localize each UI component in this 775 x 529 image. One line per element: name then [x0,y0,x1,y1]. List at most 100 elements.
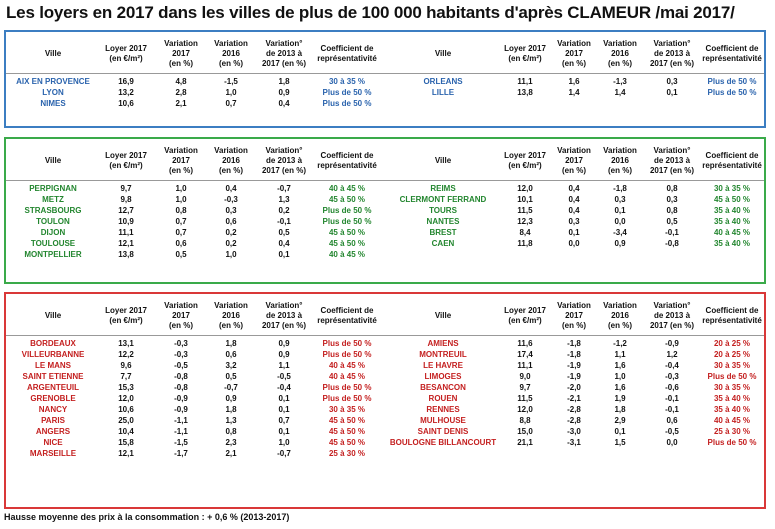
cell-city: NANTES [426,217,460,226]
column-header-var2017: Variation 2017 (en %) [164,39,198,68]
cell-var2016: 1,0 [225,88,237,97]
cell-var2017: 1,0 [175,195,187,204]
cell-rent: 8,4 [519,228,531,237]
cell-var2013-2017: 0,1 [278,427,290,436]
cell-var2013-2017: -0,4 [277,383,291,392]
cell-var2013-2017: 0,9 [278,350,290,359]
cell-var2016: 0,6 [225,350,237,359]
cell-rent: 12,7 [118,206,134,215]
cell-var2016: 0,6 [225,217,237,226]
table-row: RENNES 12,0 -2,8 1,8 -0,1 35 à 40 % [384,404,764,415]
cell-var2016: 2,3 [225,438,237,447]
cell-var2017: -2,8 [567,405,581,414]
table-row: ANGERS 10,4 -1,1 0,8 0,1 45 à 50 % [6,426,384,437]
column-header-coef: Coefficient de représentativité [317,44,377,63]
cell-coef: 30 à 35 % [328,405,366,414]
cell-city: MULHOUSE [420,416,466,425]
cell-rent: 10,9 [118,217,134,226]
cell-var2017: -0,8 [174,372,188,381]
table-row: TOURS 11,5 0,4 0,1 0,8 35 à 40 % [384,205,764,216]
cell-var2016: 0,1 [614,427,626,436]
cell-coef: 45 à 50 % [713,195,751,204]
column-header-var2016: Variation 2016 (en %) [603,301,637,330]
cell-city: GRENOBLE [30,394,76,403]
cell-var2017: 1,0 [175,184,187,193]
cell-rent: 9,7 [519,383,531,392]
column-header-city: Ville [44,49,62,58]
cell-rent: 7,7 [120,372,132,381]
cell-coef: 30 à 35 % [328,77,366,86]
cell-city: LILLE [431,88,455,97]
cell-coef: 20 à 25 % [713,350,751,359]
column-header-var2017: Variation 2017 (en %) [557,39,591,68]
cell-var2013-2017: 1,1 [278,361,290,370]
table-header: Ville Loyer 2017 (en €/m²) Variation 2017 … [6,297,384,336]
cell-var2013-2017: 0,1 [278,394,290,403]
cell-var2013-2017: 0,5 [278,228,290,237]
column-header-coef: Coefficient de représentativité [702,151,762,170]
cell-city: AIX EN PROVENCE [16,77,90,86]
cell-var2013-2017: 1,0 [278,438,290,447]
cell-var2013-2017: 0,1 [666,88,678,97]
cell-rent: 8,8 [519,416,531,425]
column-header-rent: Loyer 2017 (en €/m²) [504,306,546,325]
table-row: METZ 9,8 1,0 -0,3 1,3 45 à 50 % [6,194,384,205]
cell-rent: 11,5 [517,394,533,403]
cell-city: VILLEURBANNE [21,350,85,359]
cell-var2013-2017: -0,5 [277,372,291,381]
cell-city: LE HAVRE [423,361,463,370]
column-header-var2016: Variation 2016 (en %) [214,146,248,175]
cell-var2017: 0,4 [568,195,580,204]
cell-rent: 21,1 [517,438,533,447]
cell-var2013-2017: -0,5 [665,427,679,436]
cell-var2016: -1,8 [613,184,627,193]
column-header-var2013-2017: Variation° de 2013 à 2017 (en %) [649,146,695,175]
cell-coef: 40 à 45 % [713,416,751,425]
cell-var2016: 1,8 [225,405,237,414]
cell-city: SAINT ETIENNE [22,372,84,381]
column-header-coef: Coefficient de représentativité [702,306,762,325]
cell-rent: 10,6 [118,405,134,414]
cell-coef: 35 à 40 % [713,206,751,215]
cell-city: RENNES [426,405,460,414]
cell-var2017: 0,7 [175,228,187,237]
cell-var2017: 2,8 [175,88,187,97]
table-row: BREST 8,4 0,1 -3,4 -0,1 40 à 45 % [384,227,764,238]
column-header-var2013-2017: Variation° de 2013 à 2017 (en %) [261,39,307,68]
table-row: SAINT ETIENNE 7,7 -0,8 0,5 -0,5 40 à 45 % [6,371,384,382]
cell-var2016: 1,3 [225,416,237,425]
cell-coef: 45 à 50 % [328,195,366,204]
cell-var2013-2017: 0,9 [278,339,290,348]
cell-var2016: 0,9 [225,394,237,403]
cell-rent: 13,2 [118,88,134,97]
table-body: REIMS 12,0 0,4 -1,8 0,8 30 à 35 % CLERMONT FER… [384,183,764,249]
footer-note: Hausse moyenne des prix à la consommatio… [4,512,290,522]
cell-city: MONTPELLIER [24,250,82,259]
cell-coef: Plus de 50 % [322,383,372,392]
column-header-var2013-2017: Variation° de 2013 à 2017 (en %) [261,301,307,330]
cell-city: LIMOGES [424,372,462,381]
cell-var2017: -0,9 [174,405,188,414]
cell-rent: 11,5 [517,206,533,215]
column-header-var2016: Variation 2016 (en %) [214,301,248,330]
column-header-rent: Loyer 2017 (en €/m²) [504,44,546,63]
cell-coef: Plus de 50 % [322,339,372,348]
cell-var2016: 2,9 [614,416,626,425]
table-row: BOULOGNE BILLANCOURT 21,1 -3,1 1,5 0,0 Plus d… [384,437,764,448]
cell-rent: 13,8 [118,250,134,259]
table-row: TOULON 10,9 0,7 0,6 -0,1 Plus de 50 % [6,216,384,227]
table-row: LE HAVRE 11,1 -1,9 1,6 -0,4 30 à 35 % [384,360,764,371]
cell-var2013-2017: -0,1 [665,394,679,403]
table-row: PERPIGNAN 9,7 1,0 0,4 -0,7 40 à 45 % [6,183,384,194]
table-row: MARSEILLE 12,1 -1,7 2,1 -0,7 25 à 30 % [6,448,384,459]
cell-city: REIMS [430,184,456,193]
cell-var2013-2017: 0,1 [278,250,290,259]
cell-city: BORDEAUX [30,339,76,348]
cell-var2013-2017: -0,9 [665,339,679,348]
cell-var2013-2017: -0,1 [277,217,291,226]
table-right: Ville Loyer 2017 (en €/m²) Variation 2017 … [384,32,764,126]
column-header-var2017: Variation 2017 (en %) [557,301,591,330]
cell-coef: Plus de 50 % [707,438,757,447]
cell-var2017: -1,1 [174,416,188,425]
cell-var2017: -1,7 [174,449,188,458]
